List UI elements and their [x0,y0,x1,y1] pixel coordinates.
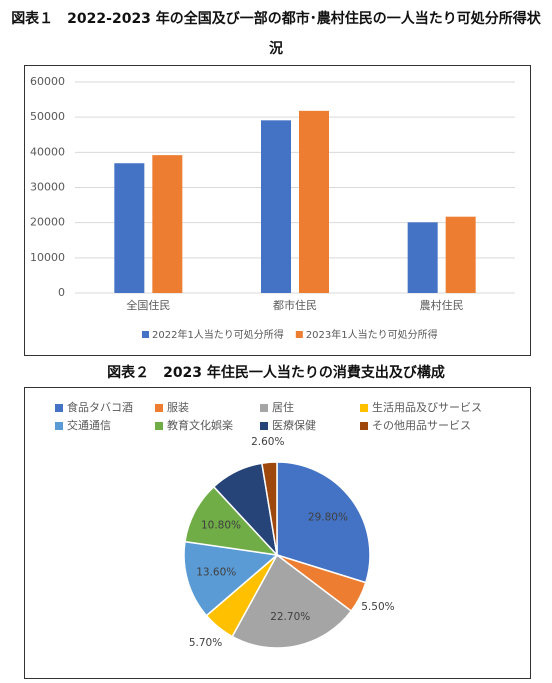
pie-slice [231,553,353,649]
y-tick-label: 40000 [30,145,65,158]
legend-swatch [55,404,63,412]
data-label: 10.80% [201,520,241,532]
legend-label: 食品タバコ酒 [67,400,133,414]
x-tick-label: 全国住民 [126,298,170,312]
data-label: 29.80% [308,512,348,524]
legend-label: 2023年1人当たり可処分所得 [306,328,438,341]
legend-swatch [360,404,368,412]
chart-frame [24,387,531,679]
legend-swatch [260,422,268,430]
chart-frame [24,65,531,356]
data-label: 13.60% [196,567,236,579]
bar [114,163,145,293]
x-tick-label: 都市住民 [273,298,317,312]
legend-label: その他用品サービス [372,419,471,432]
bar [445,216,476,293]
legend-label: 医療保健 [272,418,316,432]
pie-slice [261,461,278,556]
legend-swatch [55,422,63,430]
legend-swatch [360,422,368,430]
chart-title: 図表２ 2023 年住民一人当たりの消費支出及び構成 [107,365,445,381]
legend-label: 居住 [272,400,294,414]
legend-label: 2022年1人当たり可処分所得 [152,328,284,341]
bar [299,110,329,293]
legend-label: 生活用品及びサービス [372,400,482,414]
legend-label: 教育文化娯楽 [167,418,233,432]
bar [152,155,183,293]
y-tick-label: 10000 [30,251,65,264]
data-label: 2.60% [251,436,284,448]
bar [407,222,438,293]
legend-swatch [295,331,303,338]
chart-title: 図表１ 2022-2023 年の全国及び一部の都市･農村住民の一人当たり可処分所… [11,11,541,57]
y-tick-label: 30000 [30,181,65,194]
legend-swatch [155,422,163,430]
legend-swatch [260,404,268,412]
legend-swatch [155,404,163,412]
legend-label: 服装 [167,401,189,414]
data-label: 5.50% [361,601,394,613]
pie-slice [276,461,371,584]
bar [261,120,291,293]
data-label: 5.70% [189,637,222,649]
data-label: 22.70% [270,611,310,623]
y-tick-label: 0 [58,286,65,299]
y-tick-label: 60000 [30,75,65,88]
legend-label: 交通通信 [67,418,111,432]
y-tick-label: 20000 [30,216,65,229]
bar-chart: 0 10000 20000 30000 40000 50000 60000 全国住民 都市住民 農… [24,65,531,356]
pie-slice [183,540,279,617]
x-tick-label: 農村住民 [420,298,464,312]
legend-swatch [142,331,149,338]
y-tick-label: 50000 [30,110,65,123]
